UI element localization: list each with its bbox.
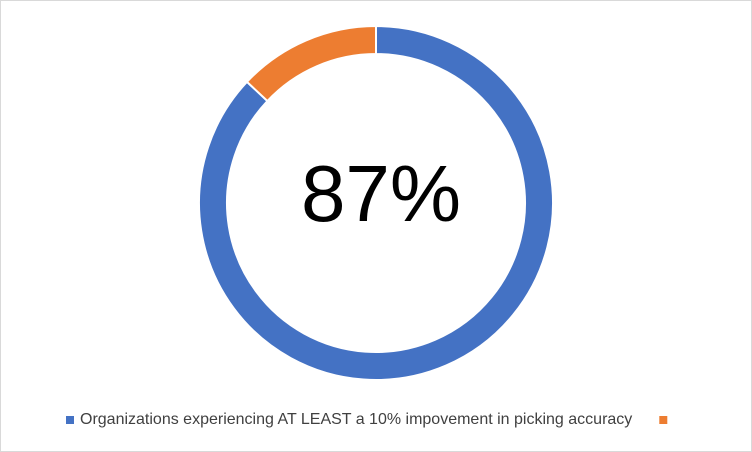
donut-slice (245, 24, 377, 103)
donut-slice (198, 24, 554, 381)
legend-swatch (659, 416, 668, 424)
center-label: 87% (301, 149, 461, 238)
legend-label: Organizations experiencing AT LEAST a 10… (80, 411, 632, 428)
legend-swatch (66, 416, 74, 424)
